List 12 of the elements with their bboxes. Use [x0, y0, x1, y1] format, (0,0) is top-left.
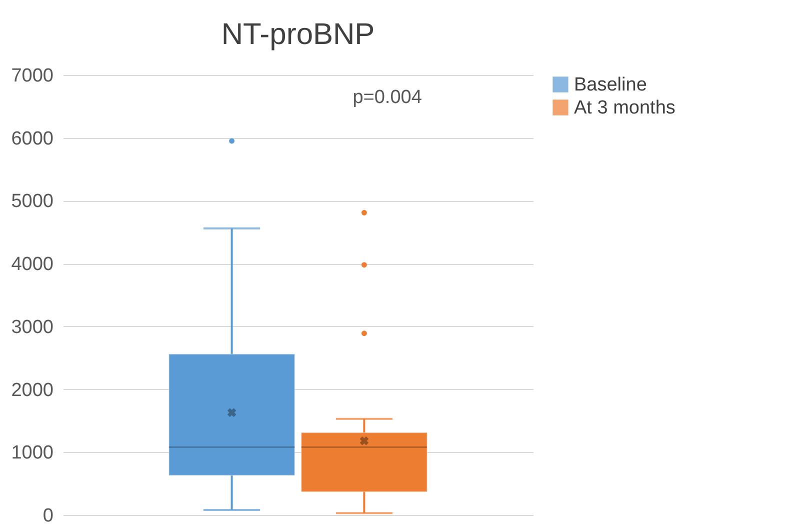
annotation: p=0.004: [352, 87, 422, 108]
y-tick-label: 0: [42, 506, 54, 525]
y-tick-label: 2000: [11, 380, 54, 401]
y-tick-label: 5000: [11, 191, 54, 212]
y-tick-label: 1000: [11, 442, 54, 464]
legend-label: Baseline: [574, 74, 647, 96]
y-tick-label: 6000: [11, 128, 54, 150]
legend-label: At 3 months: [574, 98, 676, 118]
y-tick-label: 3000: [11, 316, 54, 338]
chart-title: NT-proBNP: [221, 18, 375, 51]
y-tick-label: 7000: [11, 66, 54, 86]
y-tick-label: 4000: [11, 254, 54, 276]
